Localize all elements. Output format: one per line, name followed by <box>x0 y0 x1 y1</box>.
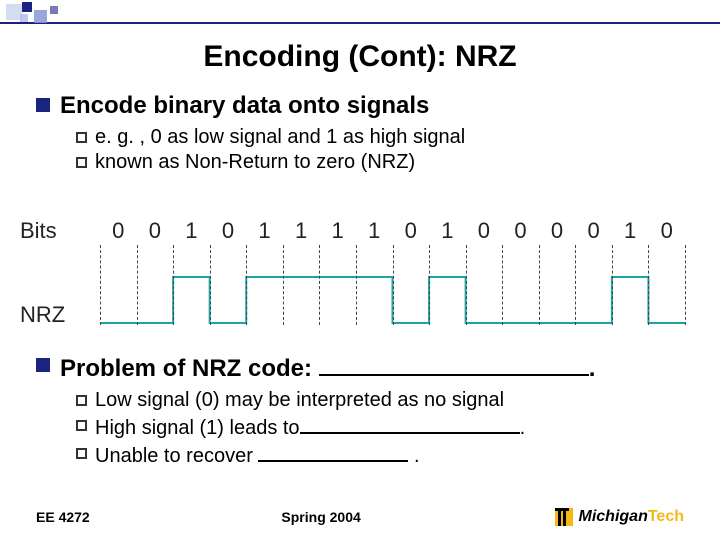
bit-digit: 0 <box>210 218 247 244</box>
bits-label: Bits <box>20 218 57 244</box>
square-bullet-icon <box>36 358 50 372</box>
cell-divider <box>137 245 138 325</box>
logo-main: Michigan <box>579 508 648 525</box>
bit-digit: 0 <box>575 218 612 244</box>
section2-heading-prefix: Problem of NRZ code: <box>60 355 319 382</box>
cell-divider <box>283 245 284 325</box>
section1-heading: Encode binary data onto signals <box>60 92 429 120</box>
course-code: EE 4272 <box>36 509 90 525</box>
cell-divider <box>319 245 320 325</box>
bit-digit: 0 <box>137 218 174 244</box>
hollow-square-icon <box>76 448 87 459</box>
bit-digit: 1 <box>246 218 283 244</box>
cell-divider <box>246 245 247 325</box>
bit-digit: 0 <box>466 218 503 244</box>
cell-divider <box>648 245 649 325</box>
bit-digit: 1 <box>283 218 320 244</box>
bit-digit: 0 <box>100 218 137 244</box>
cell-divider <box>612 245 613 325</box>
bit-digit: 1 <box>429 218 466 244</box>
sub-item: Low signal (0) may be interpreted as no … <box>76 389 686 412</box>
logo-icon <box>553 506 575 528</box>
decor-square <box>20 14 28 22</box>
bit-digit: 0 <box>393 218 430 244</box>
cell-divider <box>173 245 174 325</box>
signal-area <box>100 245 685 325</box>
section1-items: e. g. , 0 as low signal and 1 as high si… <box>76 126 686 174</box>
sub-item: known as Non-Return to zero (NRZ) <box>76 151 686 174</box>
sub-item-text: High signal (1) leads to. <box>95 414 525 440</box>
header-decor <box>0 0 720 24</box>
sub-item: High signal (1) leads to. <box>76 414 686 440</box>
semester: Spring 2004 <box>281 509 360 525</box>
hollow-square-icon <box>76 132 87 143</box>
slide-title: Encoding (Cont): NRZ <box>0 40 720 74</box>
bullet-row: Encode binary data onto signals <box>36 92 686 120</box>
nrz-diagram: Bits NRZ 0010111101000010 <box>20 210 700 340</box>
logo-text: MichiganTech <box>579 508 685 526</box>
bit-digit: 0 <box>648 218 685 244</box>
blank-line <box>300 414 520 434</box>
bit-digit: 1 <box>356 218 393 244</box>
cell-divider <box>210 245 211 325</box>
sub-item: e. g. , 0 as low signal and 1 as high si… <box>76 126 686 149</box>
section2-heading-period: . <box>589 355 596 382</box>
bit-digit: 0 <box>502 218 539 244</box>
cell-divider <box>539 245 540 325</box>
bit-digit: 1 <box>612 218 649 244</box>
cell-divider <box>502 245 503 325</box>
hollow-square-icon <box>76 395 87 406</box>
cell-divider <box>100 245 101 325</box>
nrz-label: NRZ <box>20 302 65 328</box>
section-problem: Problem of NRZ code: . Low signal (0) ma… <box>36 352 686 470</box>
logo-accent: Tech <box>648 508 684 525</box>
hollow-square-icon <box>76 157 87 168</box>
header-bar <box>0 22 720 24</box>
bit-digit: 1 <box>319 218 356 244</box>
section2-items: Low signal (0) may be interpreted as no … <box>76 389 686 468</box>
decor-square <box>34 10 47 23</box>
section-encode: Encode binary data onto signals e. g. , … <box>36 92 686 176</box>
cell-divider <box>393 245 394 325</box>
decor-square <box>22 2 32 12</box>
logo: MichiganTech <box>553 506 685 528</box>
sub-item: Unable to recover . <box>76 442 686 468</box>
cell-divider <box>356 245 357 325</box>
sub-item-text: Low signal (0) may be interpreted as no … <box>95 389 504 412</box>
footer: EE 4272 Spring 2004 MichiganTech <box>36 506 684 528</box>
bullet-row: Problem of NRZ code: . <box>36 352 686 383</box>
cell-divider <box>685 245 686 325</box>
cell-divider <box>429 245 430 325</box>
bit-digits-row: 0010111101000010 <box>100 218 685 244</box>
cell-divider <box>575 245 576 325</box>
bit-digit: 0 <box>539 218 576 244</box>
blank-line <box>258 442 408 462</box>
hollow-square-icon <box>76 420 87 431</box>
sub-item-text: Unable to recover . <box>95 442 420 468</box>
sub-item-text: known as Non-Return to zero (NRZ) <box>95 151 415 174</box>
square-bullet-icon <box>36 98 50 112</box>
bit-digit: 1 <box>173 218 210 244</box>
sub-item-text: e. g. , 0 as low signal and 1 as high si… <box>95 126 465 149</box>
blank-line <box>319 352 589 376</box>
section2-heading: Problem of NRZ code: . <box>60 352 595 383</box>
decor-square <box>50 6 58 14</box>
cell-divider <box>466 245 467 325</box>
